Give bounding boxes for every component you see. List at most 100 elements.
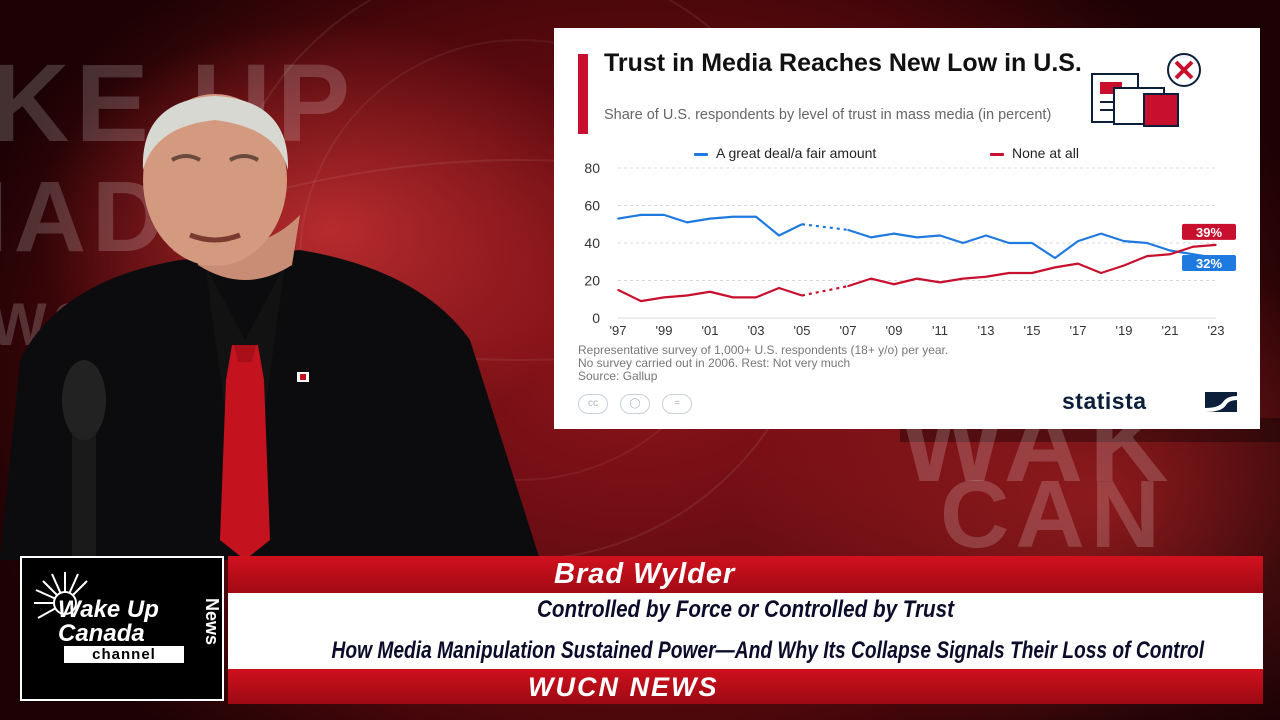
headline-secondary: How Media Manipulation Sustained Power—A…: [331, 637, 1205, 664]
legend-item-none: None at all: [990, 145, 1079, 161]
legend-label-trust: A great deal/a fair amount: [716, 145, 877, 161]
chart-footnote: Representative survey of 1,000+ U.S. res…: [578, 344, 1178, 383]
data-point: [1146, 255, 1148, 257]
data-point: [985, 234, 987, 237]
data-point: [1100, 272, 1102, 274]
x-tick-label: '03: [748, 323, 765, 338]
data-point: [939, 281, 941, 284]
logo-text-wake-up: Wake Up: [58, 596, 159, 623]
presenter-name: Brad Wylder: [554, 558, 736, 590]
series-line-1-segment-0: [617, 286, 803, 303]
series-gap-0: [801, 223, 849, 231]
footnote-source: Source: Gallup: [578, 369, 658, 383]
line-chart-plot: 0 20 40 60 80 '97 '99 '01 '03 '05 '07 '09 '11 '13 '15 '…: [584, 160, 1236, 338]
data-point: [1146, 242, 1148, 244]
data-point: [962, 277, 964, 280]
data-point: [1031, 242, 1033, 244]
footnote-line-1: Representative survey of 1,000+ U.S. res…: [578, 343, 949, 357]
data-point: [1169, 249, 1171, 252]
attribution-icon[interactable]: ◯: [620, 394, 650, 414]
newspaper-cross-icon: [1091, 53, 1201, 127]
data-point: [1077, 240, 1079, 242]
data-point: [847, 285, 849, 287]
data-point: [1054, 266, 1056, 269]
x-tick-label: '17: [1070, 323, 1087, 338]
data-point: [755, 296, 757, 299]
data-point: [686, 294, 688, 297]
data-point: [709, 217, 711, 220]
data-point: [1215, 244, 1217, 246]
end-label-bg-0: [1182, 255, 1236, 271]
y-tick-label: 0: [592, 310, 600, 326]
chart-card: Trust in Media Reaches New Low in U.S. S…: [554, 28, 1260, 429]
data-point: [801, 223, 803, 226]
data-point: [870, 277, 872, 280]
data-point: [686, 221, 688, 224]
data-point: [939, 234, 941, 237]
data-point: [801, 294, 803, 297]
data-point: [916, 277, 918, 280]
data-point: [1123, 264, 1125, 267]
x-tick-label: '05: [794, 323, 811, 338]
data-point: [985, 275, 987, 278]
channel-logo: Wake Up Canada channel News: [20, 556, 224, 701]
data-point: [663, 214, 665, 216]
data-point: [640, 300, 642, 302]
data-point: [709, 290, 711, 293]
logo-text-news: News: [202, 598, 222, 646]
legend-swatch-none: [990, 152, 1004, 156]
data-point: [962, 242, 964, 244]
y-tick-label: 80: [584, 160, 600, 176]
data-point: [663, 296, 665, 299]
data-point: [870, 236, 872, 239]
creative-commons-icon[interactable]: cc: [578, 394, 608, 414]
x-tick-label: '07: [840, 323, 857, 338]
statista-mark-icon: [1205, 392, 1237, 412]
statista-logo: statista: [1062, 388, 1242, 418]
end-label-0: 32%: [1196, 256, 1222, 271]
x-tick-label: '15: [1024, 323, 1041, 338]
logo-text-canada: Canada: [58, 620, 145, 647]
data-point: [1169, 253, 1171, 256]
data-point: [1100, 232, 1102, 235]
bg-text-can-right: CAN: [940, 461, 1166, 568]
series-gap-1: [801, 285, 849, 297]
y-tick-label: 40: [584, 235, 600, 251]
data-point: [916, 236, 918, 239]
end-label-bg-1: [1182, 223, 1236, 240]
x-tick-label: '01: [702, 323, 719, 338]
series-line-1-segment-1: [847, 243, 1217, 288]
data-point: [755, 215, 757, 218]
presenter-name-bar: Brad Wylder: [228, 556, 1263, 593]
data-point: [617, 217, 619, 220]
y-tick-label: 60: [584, 198, 600, 214]
network-bar: WUCN NEWS: [228, 669, 1263, 704]
data-point: [778, 234, 780, 237]
data-point: [732, 215, 734, 218]
series-line-0-segment-1: [847, 228, 1217, 260]
data-point: [893, 232, 895, 235]
legend-item-trust: A great deal/a fair amount: [694, 145, 876, 161]
data-point: [1123, 240, 1125, 242]
x-tick-label: '97: [610, 323, 627, 338]
title-accent-bar: [578, 54, 588, 134]
data-point: [778, 287, 780, 289]
x-tick-label: '19: [1116, 323, 1133, 338]
chart-subtitle: Share of U.S. respondents by level of tr…: [604, 107, 1052, 123]
data-point: [1077, 262, 1079, 265]
data-point: [617, 289, 619, 291]
x-tick-label: '11: [932, 323, 948, 338]
data-point: [1192, 253, 1194, 256]
data-point: [1054, 257, 1056, 259]
data-point: [1192, 245, 1194, 248]
no-derivatives-icon[interactable]: =: [662, 394, 692, 414]
footnote-line-2: No survey carried out in 2006. Rest: Not…: [578, 356, 851, 370]
data-point: [893, 283, 895, 286]
headline-primary: Controlled by Force or Controlled by Tru…: [536, 596, 955, 623]
logo-text-channel: channel: [64, 646, 184, 663]
sunburst-icon: [34, 572, 88, 619]
x-tick-label: '09: [886, 323, 903, 338]
x-tick-label: '13: [978, 323, 995, 338]
legend-label-none: None at all: [1012, 145, 1079, 161]
x-tick-label: '21: [1162, 323, 1179, 338]
